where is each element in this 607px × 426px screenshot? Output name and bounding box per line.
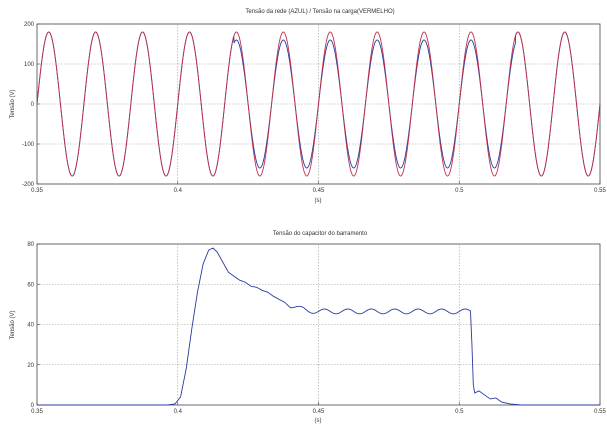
series-line-2: [36, 31, 601, 177]
y-tick-label: -200: [22, 182, 35, 188]
x-tick-label: 0.45: [313, 409, 325, 415]
subplot-capacitor-x-ticks: 0.35 0.4 0.45 0.5 0.55: [31, 402, 606, 415]
x-tick-label: 0.35: [31, 188, 43, 194]
subplot-voltage-y-ticks: -200 -100 0 100 200: [22, 22, 40, 188]
y-tick-label: 80: [27, 242, 34, 248]
subplot-capacitor-grid: [37, 244, 600, 405]
x-tick-label: 0.4: [174, 188, 183, 194]
x-tick-label: 0.55: [594, 188, 606, 194]
subplot-capacitor-ylabel: Tensão (V): [10, 310, 16, 339]
y-tick-label: 0: [31, 102, 35, 108]
x-tick-label: 0.35: [31, 409, 43, 415]
subplot-voltage-x-ticks: 0.35 0.4 0.45 0.5 0.55: [31, 181, 606, 194]
subplot-capacitor-y-ticks: 0 20 40 60 80: [27, 242, 40, 409]
x-tick-label: 0.55: [594, 409, 606, 415]
subplot-voltage-title: Tensão da rede (AZUL) / Tensão na carga(…: [245, 9, 394, 15]
y-tick-label: 60: [27, 282, 34, 288]
y-tick-label: 40: [27, 323, 34, 329]
x-tick-label: 0.5: [455, 188, 464, 194]
x-tick-label: 0.45: [313, 188, 325, 194]
x-tick-label: 0.5: [455, 409, 464, 415]
y-tick-label: 0: [31, 403, 35, 409]
series-line-1: [37, 247, 600, 406]
y-tick-label: 20: [27, 363, 34, 369]
subplot-capacitor: Tensão do capacitor do barramento 0.35 0.…: [10, 231, 606, 424]
subplot-capacitor-title: Tensão do capacitor do barramento: [273, 231, 368, 237]
subplot-voltage-series: [36, 31, 601, 177]
subplot-capacitor-series: [37, 247, 600, 406]
subplot-voltage: Tensão da rede (AZUL) / Tensão na carga(…: [10, 9, 606, 204]
subplot-voltage-xlabel: (s): [315, 198, 322, 204]
x-tick-label: 0.4: [174, 409, 183, 415]
subplot-voltage-ylabel: Tensão (V): [10, 89, 16, 118]
y-tick-label: 100: [24, 62, 35, 68]
y-tick-label: 200: [24, 22, 35, 28]
subplot-capacitor-xlabel: (s): [315, 418, 322, 424]
y-tick-label: -100: [22, 142, 35, 148]
